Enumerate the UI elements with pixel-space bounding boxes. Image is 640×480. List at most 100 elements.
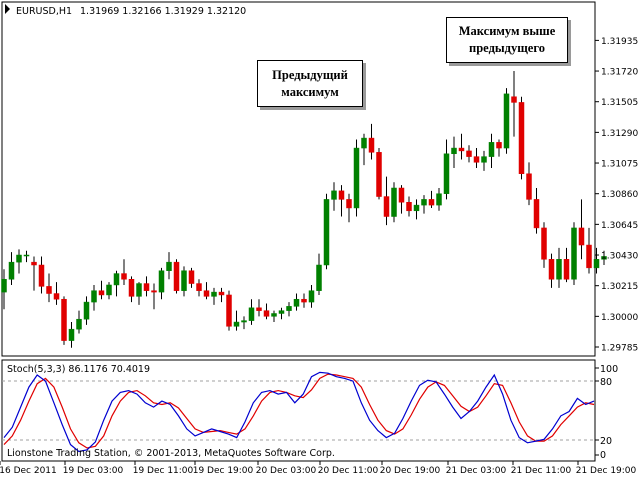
candle: [211, 287, 217, 305]
time-tick-label: 19 Dec 03:00: [63, 466, 124, 476]
candle: [16, 249, 22, 274]
candle: [166, 252, 172, 280]
candle: [76, 310, 82, 334]
candle: [38, 256, 45, 294]
candle: [571, 222, 577, 285]
price-tick-label: 1.30000: [601, 313, 638, 323]
ohlc-values: 1.31969 1.32166 1.31929 1.32120: [80, 6, 246, 17]
candle: [278, 307, 285, 320]
candle: [263, 303, 270, 320]
stochastic-signal-line: [3, 373, 595, 449]
candle: [443, 139, 450, 200]
candle: [173, 259, 180, 294]
candle: [181, 266, 187, 297]
candle: [286, 302, 292, 317]
level-0-label: 0: [600, 450, 606, 461]
time-tick-label: 19 Dec 19:00: [193, 466, 254, 476]
price-tick-label: 1.31935: [601, 37, 638, 47]
candle: [53, 282, 60, 305]
candle: [151, 283, 157, 310]
candle: [301, 293, 307, 308]
candle: [121, 259, 127, 285]
price-panel-frame: [1, 1, 596, 357]
annotation-previous-high-line-1: Предыдущий: [272, 68, 348, 82]
candle: [541, 222, 547, 268]
level-100-label: 100: [600, 364, 618, 375]
annotation-previous-high-line-2: максимум: [281, 85, 339, 99]
candle: [548, 253, 555, 288]
candle: [188, 267, 195, 288]
price-tick-label: 1.31075: [601, 160, 638, 170]
price-tick-label: 1.30215: [601, 282, 638, 292]
candle: [406, 196, 412, 217]
candle: [136, 282, 142, 305]
candle: [481, 150, 487, 171]
stochastic-axis: 100 80 20 0: [595, 364, 618, 461]
candle: [196, 279, 202, 297]
candle: [128, 276, 135, 303]
candle: [451, 136, 457, 169]
copyright-text: Lionstone Trading Station, © 2001-2013, …: [7, 448, 335, 459]
candle: [413, 199, 420, 220]
price-tick-label: 1.30430: [601, 252, 638, 262]
candle: [91, 284, 97, 311]
candle: [496, 139, 502, 157]
candle: [143, 276, 150, 297]
candle: [158, 267, 165, 300]
stochastic-lines: [3, 371, 595, 453]
price-tick-label: 1.30860: [601, 190, 638, 200]
candle: [308, 284, 315, 308]
candle: [316, 253, 322, 295]
level-20-label: 20: [600, 436, 612, 447]
candle: [106, 282, 112, 300]
candle: [511, 71, 517, 137]
candle: [46, 273, 52, 303]
candles: [1, 71, 607, 348]
stochastic-panel[interactable]: Stoch(5,3,3) 86.1176 70.4019 Lionstone T…: [1, 359, 618, 462]
candle: [31, 256, 37, 291]
time-tick-label: 20 Dec 11:00: [318, 466, 379, 476]
candle: [518, 96, 525, 180]
price-panel[interactable]: EURUSD,H1 1.31969 1.32166 1.31929 1.3212…: [1, 1, 639, 357]
candle: [458, 133, 465, 160]
stochastic-panel-frame: [1, 359, 596, 462]
time-tick-label: 21 Dec 11:00: [511, 466, 572, 476]
candle: [376, 148, 382, 200]
price-axis: 1.31935 1.31720 1.31505 1.31290 1.31075 1.308…: [595, 37, 638, 354]
price-tick-label: 1.30645: [601, 221, 638, 231]
time-tick-label: 20 Dec 03:00: [256, 466, 317, 476]
candle: [256, 299, 262, 317]
candle: [361, 133, 367, 166]
annotation-previous-high: Предыдущий максимум: [257, 60, 363, 107]
annotation-higher-high: Максимум выше предыдущего: [446, 17, 568, 63]
stochastic-main-line: [3, 371, 595, 453]
candle: [526, 162, 532, 206]
time-tick-label: 20 Dec 19:00: [380, 466, 441, 476]
time-tick-label: 19 Dec 11:00: [133, 466, 194, 476]
candle: [113, 270, 120, 297]
annotation-higher-high-line-1: Максимум выше: [458, 24, 556, 38]
candle: [593, 247, 600, 274]
candle: [61, 296, 67, 345]
expand-triangle-icon[interactable]: [5, 4, 10, 14]
candle: [203, 282, 210, 300]
price-tick-label: 1.29785: [601, 344, 638, 354]
candle: [8, 252, 15, 285]
candle: [98, 280, 105, 300]
time-tick-label: 21 Dec 03:00: [446, 466, 507, 476]
candle: [601, 250, 607, 266]
candle: [503, 88, 510, 154]
annotation-higher-high-line-2: предыдущего: [469, 41, 545, 55]
candle: [488, 133, 495, 169]
candle: [338, 185, 345, 217]
candle: [436, 187, 442, 211]
candle: [466, 145, 472, 163]
time-tick-label: 21 Dec 19:00: [576, 466, 637, 476]
candle: [346, 193, 352, 223]
candle: [428, 190, 435, 208]
time-axis: 16 Dec 2011 19 Dec 03:00 19 Dec 11:00 19 De…: [0, 461, 637, 476]
candle: [391, 182, 397, 223]
candle: [248, 299, 255, 325]
level-80-label: 80: [600, 377, 612, 388]
candle: [226, 290, 232, 331]
